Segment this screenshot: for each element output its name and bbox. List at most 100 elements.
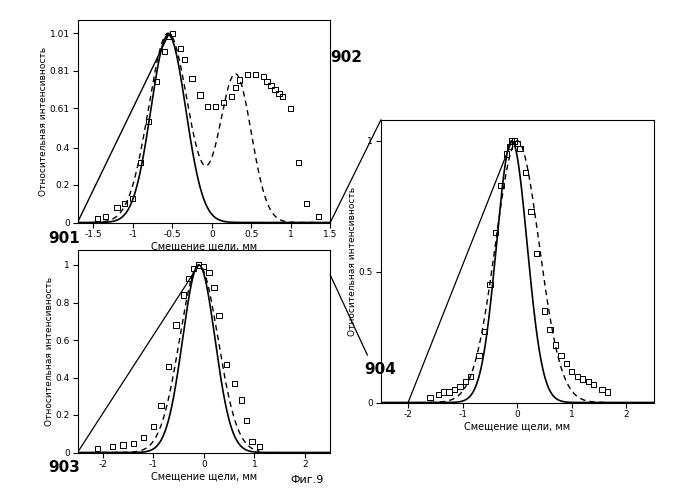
Point <box>119 200 130 208</box>
Point <box>443 388 454 396</box>
Point <box>515 145 526 153</box>
Point <box>163 362 174 370</box>
Point <box>247 437 257 445</box>
Point <box>509 137 520 145</box>
Point <box>175 44 185 52</box>
Text: 904: 904 <box>364 362 396 378</box>
Point <box>143 117 154 125</box>
Point <box>230 84 241 92</box>
Point <box>278 93 288 101</box>
Y-axis label: Относительная интенсивность: Относительная интенсивность <box>39 46 49 196</box>
Point <box>460 378 471 386</box>
Point <box>156 402 166 409</box>
Point <box>226 93 237 101</box>
Point <box>241 416 252 424</box>
Point <box>539 307 550 315</box>
Point <box>242 70 253 78</box>
Point <box>127 194 138 202</box>
Point <box>266 82 276 90</box>
X-axis label: Смещение щели, мм: Смещение щели, мм <box>151 242 257 252</box>
Point <box>262 78 272 86</box>
Point <box>274 89 284 97</box>
X-axis label: Смещение щели, мм: Смещение щели, мм <box>464 422 570 432</box>
Point <box>531 250 542 258</box>
Point <box>596 386 607 394</box>
Point <box>92 445 103 453</box>
Point <box>474 352 485 360</box>
Point <box>188 265 200 273</box>
Point <box>178 291 189 299</box>
Text: 902: 902 <box>330 50 362 65</box>
Point <box>100 213 111 221</box>
Point <box>561 360 572 368</box>
Point <box>254 443 265 451</box>
Point <box>214 312 224 320</box>
Point <box>602 388 613 396</box>
Point <box>555 352 566 360</box>
Y-axis label: Относительная интенсивность: Относительная интенсивность <box>348 186 357 336</box>
Point <box>285 104 296 112</box>
Point <box>313 213 324 221</box>
Point <box>234 76 245 84</box>
Point <box>438 388 449 396</box>
Point <box>550 341 561 349</box>
Text: 903: 903 <box>49 460 80 475</box>
X-axis label: Смещение щели, мм: Смещение щели, мм <box>151 472 257 482</box>
Point <box>183 274 194 282</box>
Point <box>490 228 501 236</box>
Point <box>204 268 214 276</box>
Point <box>250 70 261 78</box>
Point <box>301 200 312 208</box>
Point <box>92 215 102 223</box>
Point <box>512 140 523 147</box>
Point <box>485 281 495 289</box>
Point <box>209 284 220 292</box>
Point <box>193 261 204 269</box>
Point <box>229 379 240 387</box>
Point <box>171 321 181 329</box>
Point <box>237 396 247 404</box>
Point <box>270 86 280 94</box>
Point <box>433 390 443 398</box>
Point <box>148 422 159 430</box>
Point <box>198 263 209 271</box>
Point <box>501 150 512 158</box>
Point <box>202 102 213 110</box>
Point <box>466 372 477 380</box>
Point <box>572 372 583 380</box>
Point <box>163 33 174 41</box>
Point <box>454 383 465 391</box>
Point <box>195 91 206 99</box>
Point <box>257 72 268 80</box>
Point <box>151 78 162 86</box>
Point <box>128 439 139 447</box>
Point <box>583 378 594 386</box>
Point <box>545 326 555 334</box>
Point <box>221 360 232 368</box>
Point <box>495 182 506 190</box>
Y-axis label: Относительная интенсивность: Относительная интенсивность <box>45 276 54 426</box>
Point <box>526 208 537 216</box>
Point <box>578 375 588 383</box>
Point <box>159 48 170 56</box>
Point <box>218 98 229 106</box>
Point <box>187 74 197 82</box>
Point <box>167 29 178 37</box>
Point <box>293 158 304 166</box>
Point <box>503 142 514 150</box>
Point <box>112 204 123 212</box>
Point <box>210 102 221 110</box>
Point <box>179 56 189 64</box>
Point <box>137 434 148 442</box>
Text: Фиг.9: Фиг.9 <box>290 475 324 485</box>
Point <box>588 380 599 388</box>
Point <box>107 443 119 451</box>
Point <box>449 386 460 394</box>
Point <box>506 137 517 145</box>
Text: 901: 901 <box>49 231 80 246</box>
Point <box>117 441 128 449</box>
Point <box>520 168 531 176</box>
Point <box>425 394 435 402</box>
Point <box>479 328 490 336</box>
Point <box>566 367 577 375</box>
